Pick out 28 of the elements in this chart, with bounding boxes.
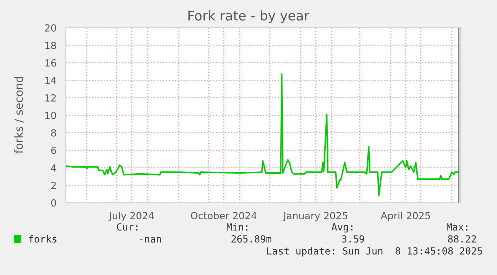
- text: 265.89m: [232, 235, 272, 243]
- y-tick-label: 14: [46, 77, 56, 84]
- line-series: [66, 74, 460, 197]
- y-tick-label: 2: [52, 182, 56, 190]
- text: Avg:: [332, 224, 353, 233]
- text: 88.22: [448, 235, 476, 243]
- y-tick-label: 16: [46, 59, 56, 67]
- y-tick-label: 4: [51, 164, 56, 172]
- y-axis-title: forks / second: [14, 77, 24, 154]
- y-tick-label: 6: [51, 146, 56, 154]
- legend-label: forks: [29, 235, 57, 243]
- text: 3.59: [342, 235, 364, 243]
- y-tick-label: 8: [51, 129, 56, 137]
- x-tick-label: April 2025: [381, 212, 430, 222]
- y-tick-label: 0: [51, 199, 56, 207]
- x-tick-label: October 2024: [191, 212, 257, 220]
- y-tick-label: 10: [46, 112, 56, 120]
- y-tick-label: 18: [46, 42, 56, 50]
- text: Min:: [226, 223, 248, 231]
- x-tick-label: January 2025: [283, 212, 348, 222]
- y-tick-label: 12: [46, 94, 56, 102]
- x-tick-label: July 2024: [108, 212, 154, 222]
- chart-title: Fork rate - by year: [188, 10, 310, 24]
- text: Last update: Sun Jun 8 13:45:08 2025: [267, 247, 482, 257]
- text: Max:: [446, 224, 468, 231]
- text: -nan: [140, 237, 162, 243]
- text: Cur:: [117, 223, 138, 231]
- y-tick-label: 20: [45, 24, 56, 32]
